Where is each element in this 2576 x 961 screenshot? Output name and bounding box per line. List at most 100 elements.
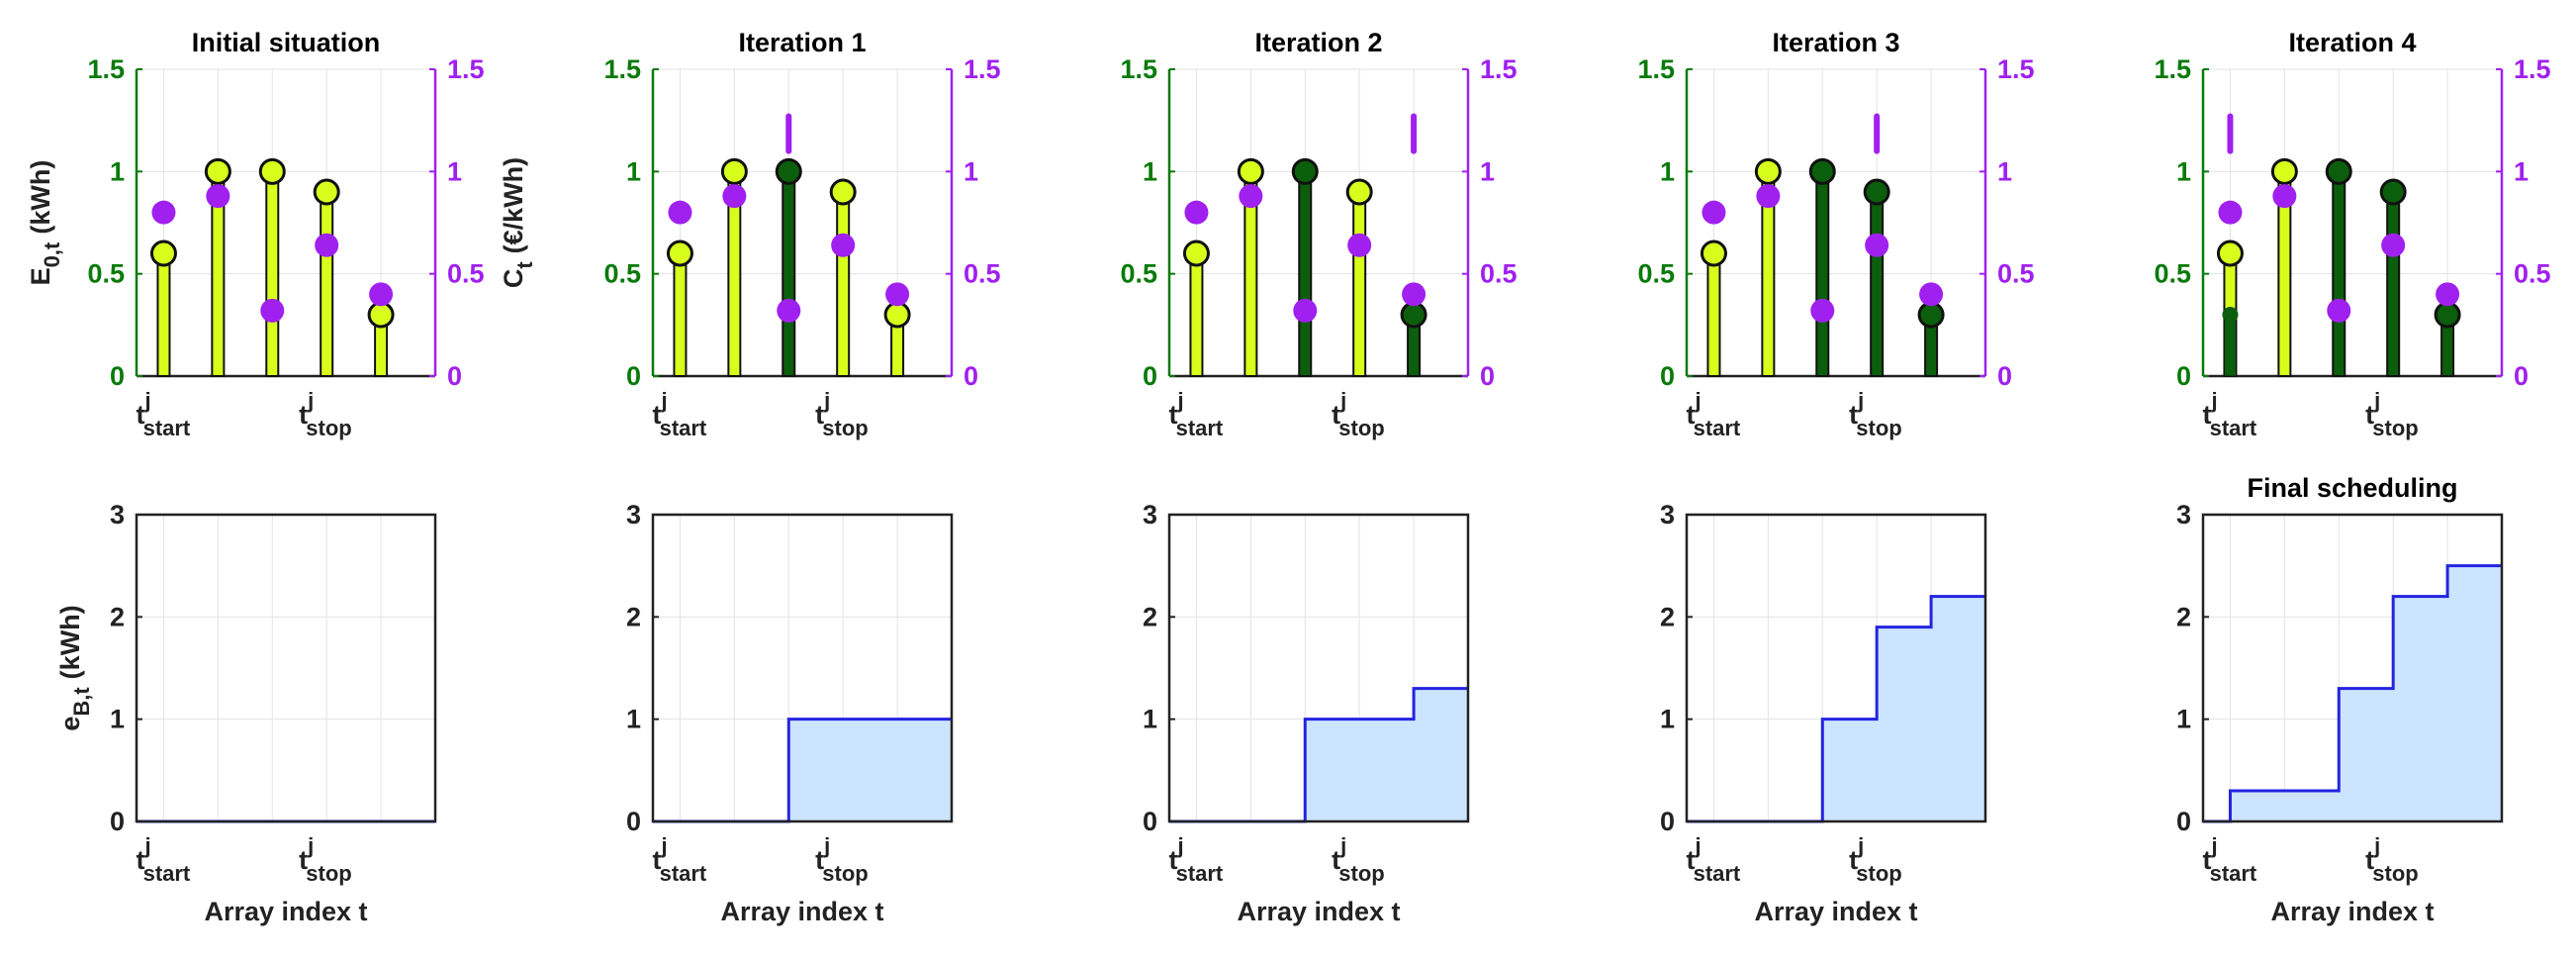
x-tick-sup: j bbox=[1857, 388, 1864, 413]
axes-box bbox=[2201, 513, 2504, 823]
cumulative-energy-line bbox=[2203, 564, 2502, 823]
y-tick-label: 1 bbox=[2176, 705, 2191, 734]
left-y-axis-label: E0,t (kWh) bbox=[26, 160, 64, 286]
x-tick-label-stop: tj stop bbox=[299, 833, 352, 886]
energy-marker bbox=[1400, 301, 1427, 329]
x-tick-sub: stop bbox=[2372, 861, 2418, 886]
y-tick-label: 0 bbox=[2176, 807, 2191, 836]
cost-marker bbox=[2436, 282, 2460, 307]
x-tick-main: t bbox=[136, 845, 144, 875]
ylabel-sub: B,t bbox=[69, 687, 94, 717]
partial-energy-stem bbox=[2223, 314, 2237, 377]
panel-title: Iteration 1 bbox=[738, 28, 866, 57]
x-tick-sup: j bbox=[823, 833, 830, 858]
x-tick-label-start: tj start bbox=[652, 833, 706, 886]
ylabel-main: E bbox=[26, 267, 55, 285]
right-y-tick-label: 0 bbox=[447, 361, 462, 391]
ylabel-sub: t bbox=[512, 261, 537, 269]
left-y-tick-label: 0.5 bbox=[1120, 259, 1157, 289]
cost-marker bbox=[1293, 298, 1318, 323]
energy-marker bbox=[1700, 240, 1727, 267]
x-tick-sub: start bbox=[2210, 861, 2257, 886]
energy-stem bbox=[2332, 170, 2346, 377]
x-tick-sub: stop bbox=[1856, 416, 1901, 440]
cumulative-energy-area bbox=[1169, 688, 1468, 821]
x-tick-main: t bbox=[1332, 400, 1340, 430]
x-tick-sub: stop bbox=[1338, 416, 1384, 440]
x-tick-sup: j bbox=[1339, 388, 1346, 413]
panel-title: Iteration 3 bbox=[1772, 28, 1899, 57]
y-tick-label: 3 bbox=[1143, 500, 1157, 529]
x-tick-sub: start bbox=[1176, 861, 1224, 886]
x-tick-sub: start bbox=[1694, 416, 1741, 440]
cost-marker bbox=[151, 200, 176, 225]
energy-marker bbox=[1291, 157, 1319, 185]
partial-energy-marker bbox=[2222, 307, 2239, 323]
right-y-tick-label: 1.5 bbox=[1480, 54, 1518, 84]
right-y-tick-label: 0 bbox=[964, 361, 978, 391]
x-tick-sup: j bbox=[143, 833, 150, 858]
left-y-tick-label: 1.5 bbox=[87, 54, 125, 84]
cost-marker bbox=[1919, 282, 1944, 307]
cumulative-energy-area bbox=[653, 719, 952, 821]
ylabel-unit: (kWh) bbox=[26, 160, 55, 235]
x-tick-label-stop: tj stop bbox=[815, 833, 869, 886]
right-y-tick-label: 1.5 bbox=[447, 54, 485, 84]
panel-title: Iteration 2 bbox=[1254, 28, 1382, 57]
axes-box bbox=[1167, 513, 1470, 823]
x-axis-label: Array index t bbox=[204, 897, 367, 926]
cost-marker bbox=[2272, 184, 2297, 209]
x-tick-main: t bbox=[1686, 400, 1695, 430]
energy-stem bbox=[1706, 252, 1721, 377]
left-y-tick-label: 0.5 bbox=[2154, 259, 2191, 289]
x-tick-main: t bbox=[2365, 400, 2374, 430]
energy-stem bbox=[782, 170, 796, 377]
axes-box bbox=[135, 513, 437, 823]
left-y-tick-label: 1.5 bbox=[1637, 54, 1675, 84]
energy-marker bbox=[720, 157, 748, 185]
x-tick-sub: stop bbox=[822, 416, 868, 440]
right-y-tick-label: 1 bbox=[1997, 156, 2012, 186]
axes-box bbox=[1685, 513, 1987, 823]
left-y-tick-label: 1.5 bbox=[2154, 54, 2191, 84]
x-tick-label-start: tj start bbox=[1686, 388, 1740, 440]
energy-stem bbox=[1189, 252, 1204, 377]
energy-marker bbox=[2216, 240, 2244, 267]
right-y-tick-label: 0.5 bbox=[964, 259, 1001, 289]
y-tick-label: 2 bbox=[2176, 602, 2191, 631]
cost-marker bbox=[668, 200, 692, 225]
y-tick-label: 0 bbox=[1660, 807, 1675, 836]
energy-stem bbox=[673, 252, 688, 377]
energy-stem bbox=[265, 170, 280, 377]
energy-stem bbox=[320, 191, 334, 377]
energy-marker bbox=[367, 301, 395, 329]
energy-stem bbox=[1298, 170, 1313, 377]
left-y-tick-label: 1 bbox=[2176, 156, 2191, 186]
left-y-tick-label: 0.5 bbox=[603, 259, 641, 289]
x-axis-label: Array index t bbox=[1754, 897, 1917, 926]
right-y-tick-label: 1 bbox=[1480, 156, 1495, 186]
energy-stem bbox=[1870, 191, 1885, 377]
cumulative-energy-area bbox=[1687, 596, 1985, 821]
ylabel-unit: (€/kWh) bbox=[499, 157, 528, 254]
energy-stem bbox=[1352, 191, 1367, 377]
y-tick-label: 3 bbox=[626, 500, 641, 529]
x-tick-label-stop: tj stop bbox=[815, 388, 869, 440]
energy-marker bbox=[666, 240, 693, 267]
cost-marker bbox=[369, 282, 394, 307]
y-tick-label: 1 bbox=[1660, 705, 1675, 734]
x-tick-sub: stop bbox=[306, 416, 351, 440]
x-tick-sup: j bbox=[307, 833, 314, 858]
x-tick-label-stop: tj stop bbox=[1332, 388, 1385, 440]
x-tick-label-start: tj start bbox=[136, 388, 190, 440]
bottom-y-axis-label: eB,t (kWh) bbox=[55, 605, 94, 730]
left-y-tick-label: 0 bbox=[1143, 361, 1157, 391]
energy-marker bbox=[149, 240, 177, 267]
x-tick-sup: j bbox=[1339, 833, 1346, 858]
cost-marker bbox=[206, 184, 230, 209]
x-tick-label-start: tj start bbox=[1686, 833, 1740, 886]
